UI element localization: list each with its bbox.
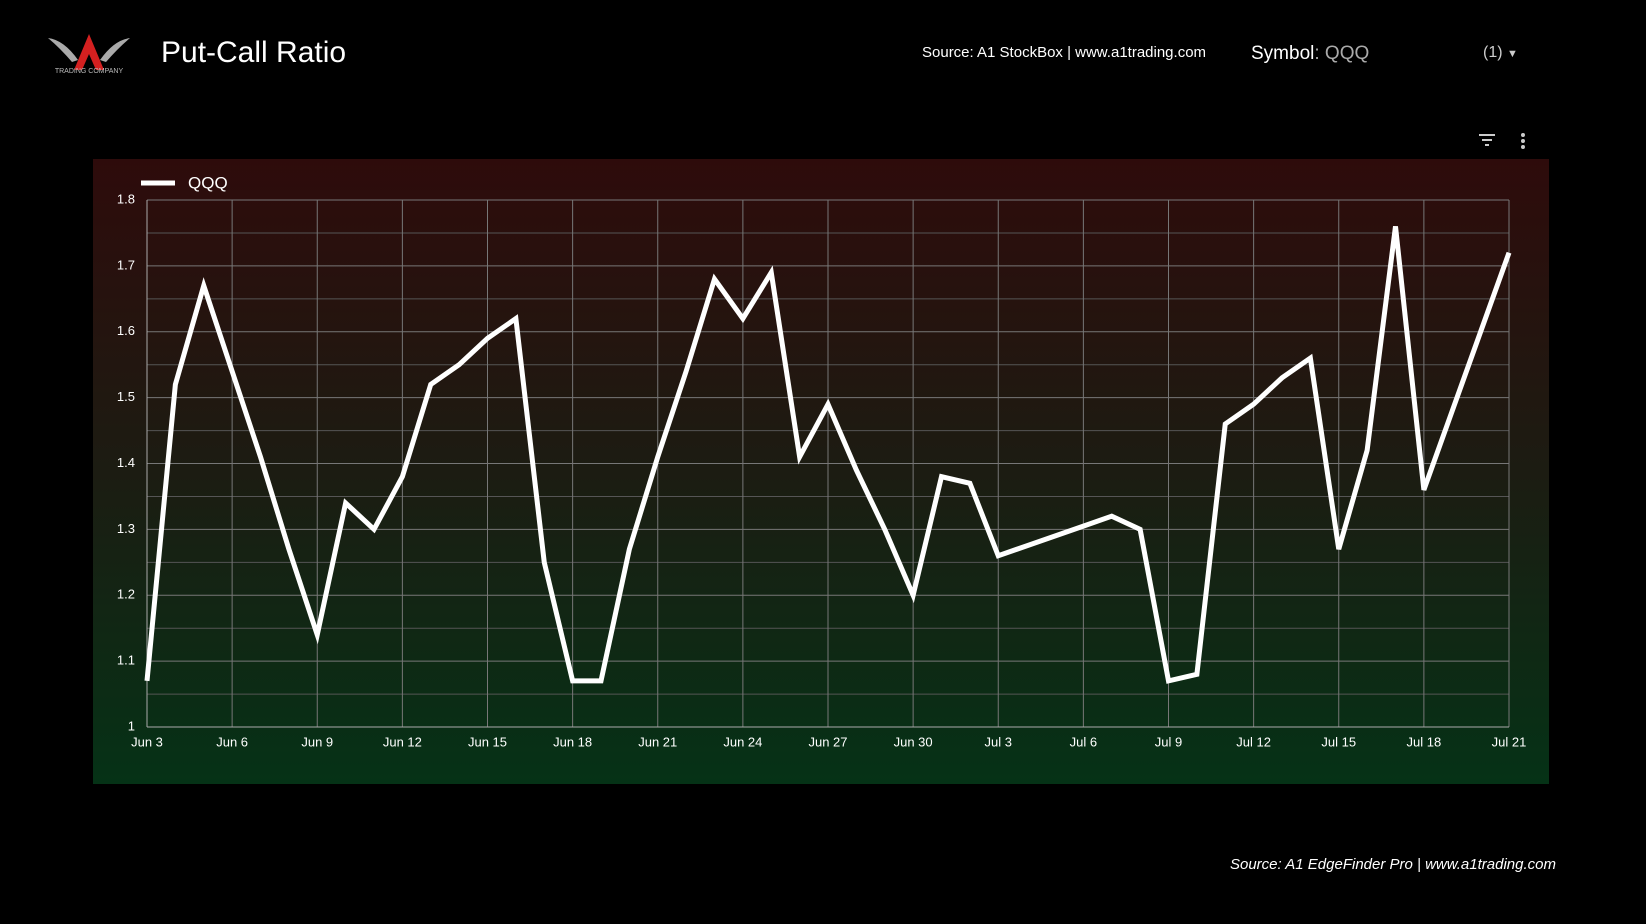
page-title: Put-Call Ratio — [161, 36, 347, 69]
symbol-label: Symbol — [1251, 43, 1315, 64]
x-tick-label: Jun 12 — [383, 734, 422, 749]
x-tick-label: Jun 30 — [894, 734, 933, 749]
series-line — [144, 226, 1512, 684]
x-tick-label: Jul 3 — [985, 734, 1012, 749]
y-tick-label: 1.2 — [117, 587, 135, 602]
selector[interactable]: (1) ▼ — [1483, 44, 1518, 61]
x-tick-label: Jul 15 — [1321, 734, 1356, 749]
x-tick-label: Jul 21 — [1492, 734, 1527, 749]
more-icon[interactable] — [1521, 133, 1525, 149]
y-tick-label: 1.7 — [117, 257, 135, 272]
y-tick-label: 1.4 — [117, 455, 135, 470]
x-tick-label: Jul 9 — [1155, 734, 1182, 749]
x-tick-label: Jun 3 — [131, 734, 163, 749]
y-tick-label: 1.5 — [117, 389, 135, 404]
symbol: Symbol: QQQ — [1251, 43, 1369, 65]
x-tick-label: Jun 24 — [723, 734, 762, 749]
y-tick-label: 1.6 — [117, 323, 135, 338]
x-tick-label: Jun 21 — [638, 734, 677, 749]
x-tick-label: Jul 18 — [1407, 734, 1442, 749]
y-tick-label: 1.8 — [117, 191, 135, 206]
x-tick-label: Jun 18 — [553, 734, 592, 749]
symbol-value: : QQQ — [1314, 43, 1370, 64]
chart-background — [93, 159, 1549, 784]
logo: TRADING COMPANY — [48, 34, 130, 75]
logo-text: TRADING COMPANY — [55, 68, 124, 75]
filter-icon[interactable] — [1479, 134, 1495, 146]
x-tick-label: Jul 12 — [1236, 734, 1271, 749]
y-tick-label: 1.1 — [117, 653, 135, 668]
x-tick-label: Jun 9 — [301, 734, 333, 749]
y-tick-label: 1.3 — [117, 521, 135, 536]
x-tick-label: Jun 27 — [808, 734, 847, 749]
toolbar — [1479, 133, 1525, 149]
x-tick-label: Jul 6 — [1070, 734, 1097, 749]
footer-source: Source: A1 EdgeFinder Pro | www.a1tradin… — [1229, 856, 1556, 873]
source: Source: A1 StockBox | www.a1trading.com — [922, 44, 1207, 61]
x-tick-label: Jun 15 — [468, 734, 507, 749]
chart: 1 1.1 1.2 1.3 1.4 1.5 1.6 1.7 1.8 Jun 3 Jun 6 Jun 9… — [93, 159, 1549, 784]
legend-label: QQQ — [188, 173, 228, 192]
y-tick-label: 1 — [128, 718, 135, 733]
selector-text[interactable]: (1) — [1483, 44, 1503, 61]
x-tick-label: Jun 6 — [216, 734, 248, 749]
